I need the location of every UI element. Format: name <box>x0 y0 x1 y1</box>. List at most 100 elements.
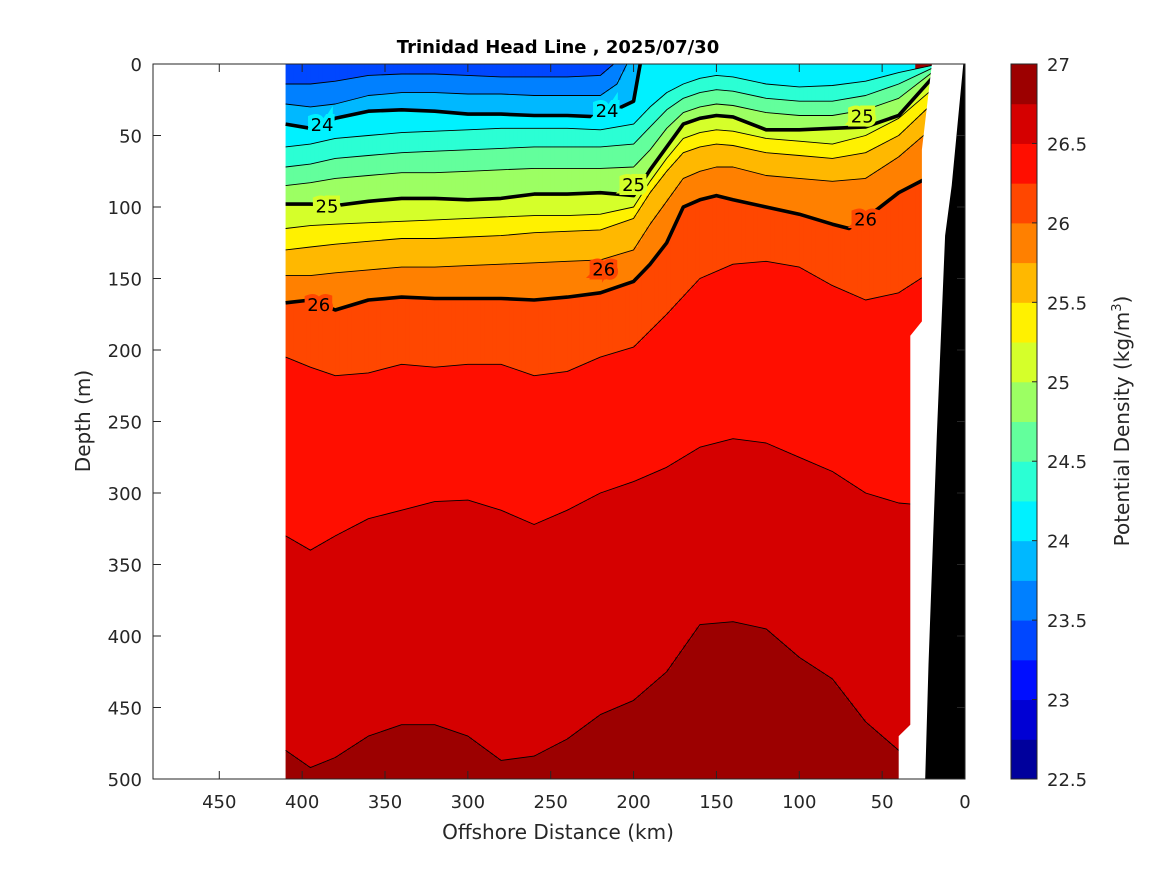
density-band <box>844 227 850 293</box>
density-band <box>488 94 494 115</box>
density-band <box>774 129 780 140</box>
density-band <box>372 75 378 96</box>
density-band <box>343 79 349 102</box>
contour-line-24 <box>285 64 642 131</box>
density-band <box>509 197 515 218</box>
density-band <box>861 491 867 720</box>
density-band <box>385 110 390 135</box>
density-band <box>815 219 821 279</box>
density-band <box>343 306 349 376</box>
density-band <box>915 83 921 96</box>
density-band <box>459 113 465 131</box>
density-band <box>658 136 664 157</box>
density-band <box>327 120 332 141</box>
density-band <box>745 134 751 150</box>
density-band <box>716 75 722 91</box>
density-band <box>869 149 875 175</box>
density-band <box>857 713 863 779</box>
density-band <box>492 298 498 365</box>
density-band <box>476 149 481 172</box>
density-band <box>302 144 307 166</box>
density-band <box>397 725 403 779</box>
density-band <box>724 104 730 117</box>
density-band <box>463 113 469 131</box>
density-band <box>422 172 428 200</box>
density-band <box>840 290 846 479</box>
density-band <box>579 230 585 262</box>
density-band <box>538 374 544 523</box>
density-band <box>699 64 705 79</box>
density-band <box>318 245 324 276</box>
density-band <box>285 185 291 205</box>
y-tick-label: 400 <box>108 627 142 648</box>
density-band <box>745 79 751 95</box>
y-tick-label: 100 <box>108 198 142 219</box>
density-band <box>293 125 299 147</box>
density-band <box>890 74 896 87</box>
density-band <box>915 117 921 142</box>
density-band <box>351 64 357 79</box>
density-band <box>517 64 523 78</box>
density-band <box>811 129 817 144</box>
density-band <box>886 101 892 120</box>
density-band <box>393 221 399 240</box>
density-band <box>430 502 436 726</box>
density-band <box>538 168 544 195</box>
density-band <box>774 447 780 639</box>
density-band <box>650 105 655 126</box>
density-band <box>894 84 900 100</box>
density-band <box>414 132 419 153</box>
density-band <box>612 110 618 128</box>
density-band <box>650 684 655 779</box>
density-band <box>811 463 817 668</box>
density-band <box>625 144 631 168</box>
density-band <box>695 64 701 80</box>
density-band <box>902 189 908 290</box>
density-band <box>890 294 896 502</box>
density-band <box>480 364 486 506</box>
density-band <box>339 375 345 534</box>
density-band <box>600 64 606 75</box>
density-band <box>737 106 742 120</box>
density-band <box>849 112 854 129</box>
density-band <box>409 92 415 111</box>
density-band <box>364 175 370 203</box>
density-band <box>625 104 631 126</box>
density-band <box>492 198 498 218</box>
density-band <box>766 138 771 154</box>
density-band <box>434 298 440 368</box>
density-band <box>335 534 341 757</box>
density-band <box>360 64 365 78</box>
density-band <box>310 275 316 302</box>
density-band <box>733 264 738 440</box>
density-band <box>588 260 593 295</box>
density-band <box>745 262 751 442</box>
density-band <box>467 171 473 201</box>
density-band <box>608 710 614 779</box>
density-band <box>364 75 370 97</box>
density-band <box>422 220 428 240</box>
density-band <box>430 111 436 132</box>
density-band <box>451 199 457 220</box>
density-band <box>443 501 448 729</box>
density-band <box>513 147 519 170</box>
density-band <box>525 373 531 523</box>
density-band <box>418 131 423 153</box>
density-band <box>521 263 527 301</box>
density-band <box>662 245 668 317</box>
density-band <box>853 138 858 156</box>
density-band <box>588 361 593 499</box>
density-band <box>579 728 585 779</box>
density-band <box>372 517 378 735</box>
contour-label: 24 <box>596 101 619 122</box>
density-band <box>414 365 419 508</box>
density-band <box>302 164 307 185</box>
density-band <box>583 116 589 130</box>
density-band <box>807 142 813 158</box>
density-band <box>310 106 316 129</box>
density-band <box>629 64 635 103</box>
density-band <box>704 131 709 147</box>
density-band <box>662 149 668 162</box>
density-band <box>853 486 858 709</box>
